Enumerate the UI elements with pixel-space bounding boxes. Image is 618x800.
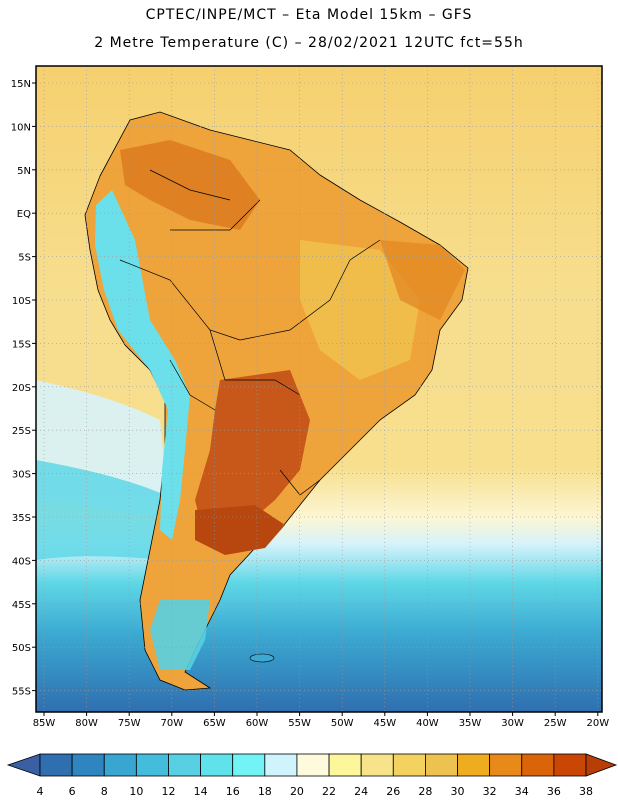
colorbar-arrow-high	[585, 753, 618, 777]
colorbar-label: 24	[354, 785, 368, 798]
lat-label: 15N	[11, 79, 31, 90]
lon-label: 80W	[75, 718, 98, 729]
colorbar-segment	[39, 753, 73, 777]
lat-label: 5N	[17, 166, 31, 177]
lon-label: 65W	[203, 718, 226, 729]
longitude-labels: 85W 80W 75W 70W 65W 60W 55W 50W 45W 40W 35W 30W 25W 2…	[33, 712, 609, 729]
colorbar-segment	[360, 753, 394, 777]
colorbar-label: 36	[547, 785, 561, 798]
title-line-2: 2 Metre Temperature (C) – 28/02/2021 12U…	[94, 35, 524, 51]
lat-label: 35S	[12, 513, 31, 524]
colorbar-label: 20	[290, 785, 304, 798]
colorbar-label: 34	[515, 785, 529, 798]
colorbar-label: 14	[194, 785, 208, 798]
lat-label: 45S	[12, 600, 31, 611]
colorbar-label: 30	[451, 785, 465, 798]
lat-label: 50S	[12, 643, 31, 654]
colorbar-arrow-low	[6, 753, 41, 777]
lon-label: 70W	[160, 718, 183, 729]
colorbar-segment	[103, 753, 137, 777]
colorbar-segment	[425, 753, 458, 777]
colorbar-segment	[392, 753, 426, 777]
hot-region-north	[120, 140, 260, 230]
lat-label: 10N	[11, 122, 31, 133]
lat-label: 40S	[12, 556, 31, 567]
lon-label: 60W	[246, 718, 269, 729]
colorbar-label: 12	[161, 785, 175, 798]
lon-label: 35W	[459, 718, 482, 729]
colorbar: 4 6 8 10 12 14 16 18 20 22 24 26 28 30 32 34 36 38	[6, 753, 618, 798]
colorbar-segment	[168, 753, 201, 777]
map-frame	[35, 65, 603, 713]
colorbar-segment	[296, 753, 330, 777]
hot-region-chaco	[195, 370, 310, 540]
lon-label: 75W	[118, 718, 141, 729]
andes-cool-strip	[95, 190, 190, 540]
colorbar-label: 32	[483, 785, 497, 798]
colorbar-label: 28	[418, 785, 432, 798]
hot-region-pampa	[195, 505, 285, 555]
warm-region-northeast	[380, 240, 465, 320]
lat-label: 15S	[12, 339, 31, 350]
colorbar-segment	[135, 753, 169, 777]
lat-label: 55S	[12, 687, 31, 698]
colorbar-label: 26	[386, 785, 400, 798]
lat-label: 25S	[12, 426, 31, 437]
falkland-islands	[249, 653, 275, 663]
warm-region-brazil	[300, 240, 420, 380]
colorbar-label: 6	[69, 785, 76, 798]
map-area	[36, 66, 602, 712]
colorbar-label: 16	[226, 785, 240, 798]
patagonia-cool	[150, 600, 210, 670]
colorbar-label: 8	[101, 785, 108, 798]
colorbar-segment	[457, 753, 491, 777]
title-line-1: CPTEC/INPE/MCT – Eta Model 15km – GFS	[145, 7, 473, 23]
lon-label: 20W	[586, 718, 609, 729]
colorbar-segment	[489, 753, 523, 777]
lon-label: 55W	[288, 718, 311, 729]
colorbar-segment	[553, 753, 587, 777]
colorbar-segment	[328, 753, 362, 777]
lat-label: EQ	[17, 209, 31, 220]
country-borders	[119, 169, 381, 496]
lon-label: 40W	[416, 718, 439, 729]
colorbar-label: 10	[129, 785, 143, 798]
colorbar-label: 18	[258, 785, 272, 798]
colorbar-label: 38	[579, 785, 593, 798]
lon-label: 30W	[501, 718, 524, 729]
lon-label: 25W	[544, 718, 567, 729]
colorbar-segment	[200, 753, 234, 777]
lat-label: 10S	[12, 296, 31, 307]
colorbar-segment	[521, 753, 555, 777]
colorbar-segment	[71, 753, 105, 777]
lat-label: 5S	[18, 253, 31, 264]
colorbar-label: 4	[37, 785, 44, 798]
lat-label: 30S	[12, 470, 31, 481]
lon-label: 85W	[33, 718, 56, 729]
lon-label: 45W	[373, 718, 396, 729]
colorbar-label: 22	[322, 785, 336, 798]
colorbar-segment	[232, 753, 266, 777]
pacific-cyan	[36, 460, 165, 560]
latitude-labels: 15N 10N 5N EQ 5S 10S 15S 20S 25S 30S 35S 40S 45S 50S 5…	[11, 79, 36, 698]
lon-label: 50W	[331, 718, 354, 729]
lat-label: 20S	[12, 383, 31, 394]
colorbar-segment	[264, 753, 298, 777]
